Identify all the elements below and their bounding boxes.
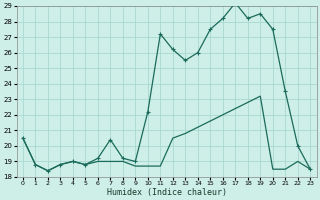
X-axis label: Humidex (Indice chaleur): Humidex (Indice chaleur)	[107, 188, 227, 197]
